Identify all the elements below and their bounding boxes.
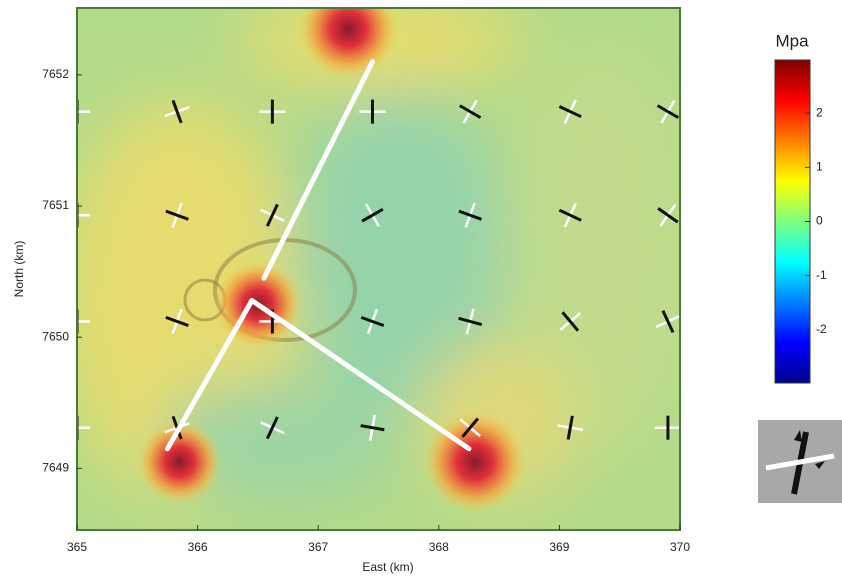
stress-cross <box>77 415 90 440</box>
y-tick-label: 7652 <box>42 67 69 81</box>
stress-cross <box>654 415 680 440</box>
stress-cross <box>77 99 90 124</box>
x-axis-label: East (km) <box>362 560 413 574</box>
max-stress-bar <box>165 209 189 221</box>
max-stress-bar <box>656 104 680 119</box>
colorbar-tick-label: -2 <box>816 322 827 336</box>
orientation-legend <box>758 420 842 503</box>
max-stress-bar <box>657 207 679 224</box>
fault-line <box>261 59 375 281</box>
x-tick-label: 366 <box>188 540 208 554</box>
stress-cross <box>657 203 679 227</box>
max-stress-bar <box>661 309 675 333</box>
map-layer <box>77 8 680 513</box>
stress-cross <box>165 202 189 228</box>
stress-cross <box>359 99 386 124</box>
stress-cross <box>558 99 582 124</box>
stress-cross <box>558 202 582 228</box>
x-tick-label: 367 <box>308 540 328 554</box>
stress-cross <box>360 308 385 335</box>
max-stress-bar <box>361 207 384 223</box>
colorbar-title: Mpa <box>775 31 809 50</box>
stress-cross <box>77 203 90 228</box>
max-stress-bar <box>265 203 279 227</box>
stress-cross <box>559 311 582 332</box>
max-stress-bar <box>265 416 279 440</box>
x-tick-label: 369 <box>549 540 569 554</box>
fault-line <box>249 297 472 452</box>
x-tick-label: 368 <box>429 540 449 554</box>
max-stress-bar <box>566 415 574 440</box>
x-tick-label: 370 <box>670 540 690 554</box>
max-stress-bar <box>458 316 483 327</box>
stress-cross <box>361 203 384 228</box>
max-stress-bar <box>171 99 183 124</box>
fault-line <box>164 297 255 452</box>
y-tick-label: 7650 <box>42 329 69 343</box>
max-stress-bar <box>458 209 482 221</box>
y-tick-label: 7651 <box>42 198 69 212</box>
y-tick-label: 7649 <box>42 461 69 475</box>
colorbar <box>774 59 811 384</box>
stress-cross <box>458 202 482 228</box>
y-axis-label: North (km) <box>12 241 26 298</box>
stress-cross <box>557 415 584 440</box>
stress-cross <box>459 99 482 124</box>
stress-cross <box>458 308 483 335</box>
stress-cross <box>165 308 189 335</box>
plot-frame <box>76 7 681 531</box>
max-stress-bar <box>360 315 385 327</box>
max-stress-bar <box>360 424 385 432</box>
max-stress-bar <box>561 311 580 332</box>
max-stress-bar <box>459 104 482 119</box>
stress-hotspot <box>137 419 222 504</box>
stress-cross <box>260 203 285 227</box>
colorbar-tick-label: 1 <box>816 159 823 173</box>
max-stress-bar <box>165 315 189 327</box>
max-stress-bar <box>558 208 582 222</box>
colorbar-tick-label: -1 <box>816 268 827 282</box>
stress-cross <box>459 417 481 438</box>
stress-cross <box>655 309 680 333</box>
stress-cross <box>77 309 90 334</box>
colorbar-tick-label: 2 <box>816 105 823 119</box>
x-tick-label: 365 <box>67 540 87 554</box>
stress-cross <box>360 414 385 441</box>
max-stress-bar <box>558 105 582 119</box>
max-stress-bar <box>461 417 480 438</box>
stress-cross <box>260 416 285 440</box>
stress-cross <box>259 99 286 124</box>
colorbar-tick-label: 0 <box>816 214 823 228</box>
stress-cross <box>164 99 190 124</box>
stress-cross <box>656 99 680 124</box>
